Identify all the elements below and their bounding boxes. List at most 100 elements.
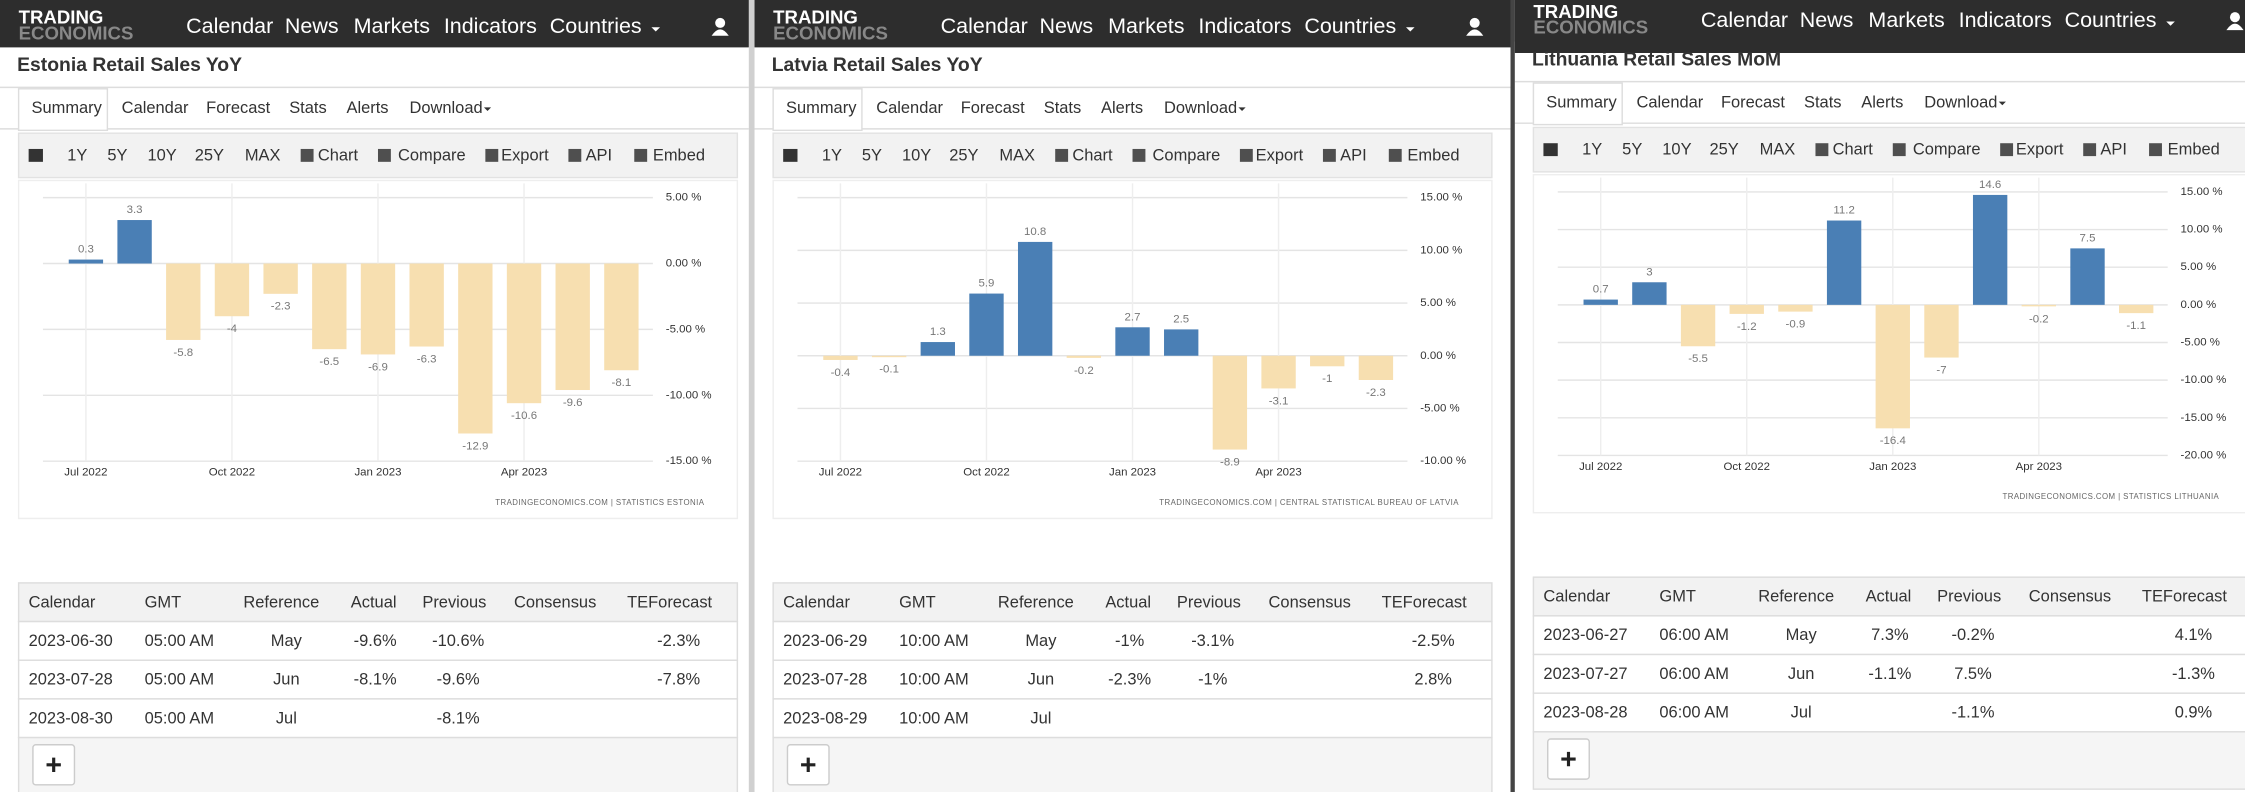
nav-link[interactable]: Indicators (444, 14, 537, 38)
nav-link[interactable]: News (285, 14, 339, 38)
toolbar-button[interactable]: 25Y (195, 146, 224, 164)
toolbar-button[interactable]: 1Y (67, 146, 87, 164)
tab[interactable]: Stats (289, 99, 326, 117)
bar (1680, 304, 1716, 347)
tab[interactable]: Forecast (206, 99, 270, 117)
toolbar-button[interactable]: API (586, 146, 613, 164)
tab[interactable]: Summary (1546, 93, 1617, 111)
toolbar-button[interactable]: Embed (653, 146, 705, 164)
user-icon-body[interactable] (711, 29, 729, 36)
toolbar-button[interactable]: 1Y (822, 146, 842, 164)
nav-link[interactable]: News (1039, 14, 1093, 38)
table-cell: -2.3% (657, 632, 700, 650)
table-cell: 0.9% (2175, 704, 2213, 722)
nav-link[interactable]: Countries (1304, 14, 1396, 38)
user-icon-body[interactable] (1466, 29, 1484, 36)
table-cell: 2023-08-29 (783, 709, 867, 727)
table-cell: Jun (273, 671, 300, 689)
tab[interactable]: Download (409, 99, 482, 117)
nav-link[interactable]: Markets (354, 14, 430, 38)
user-icon-head[interactable] (715, 17, 726, 28)
toolbar-button[interactable]: Embed (2168, 141, 2220, 159)
tab[interactable]: Download (1164, 99, 1237, 117)
y-tick-label: 5.00 % (1420, 297, 1456, 309)
bar (1632, 282, 1667, 305)
toolbar-button[interactable]: 5Y (862, 146, 882, 164)
tab[interactable]: Forecast (1721, 93, 1785, 111)
nav-link[interactable]: Countries (2065, 8, 2157, 32)
toolbar-button[interactable]: API (2100, 141, 2127, 159)
toolbar-button[interactable]: MAX (999, 146, 1035, 164)
tab[interactable]: Calendar (122, 99, 189, 117)
tab[interactable]: Calendar (1637, 93, 1704, 111)
toolbar-icon (2083, 143, 2097, 157)
nav-link[interactable]: Markets (1868, 8, 1944, 32)
toolbar-button[interactable]: 1Y (1582, 141, 1602, 159)
nav-link[interactable]: Calendar (941, 14, 1028, 38)
data-label: 0.3 (78, 244, 94, 256)
table-cell: 10:00 AM (899, 632, 969, 650)
nav-link[interactable]: Markets (1108, 14, 1184, 38)
tab[interactable]: Download (1924, 93, 1997, 111)
tab[interactable]: Summary (31, 99, 102, 117)
data-label: -0.9 (1786, 319, 1806, 331)
data-label: -1.2 (1737, 321, 1757, 333)
nav-caret[interactable] (651, 27, 661, 32)
toolbar-button[interactable]: Export (2016, 141, 2064, 159)
nav-caret[interactable] (1405, 27, 1415, 32)
tab[interactable]: Stats (1044, 99, 1081, 117)
data-label: -10.6 (511, 410, 537, 422)
bar (1017, 241, 1053, 356)
toolbar-button[interactable]: 10Y (902, 146, 931, 164)
table-cell: 2023-06-29 (783, 632, 867, 650)
tab[interactable]: Stats (1804, 93, 1841, 111)
nav-link[interactable]: Indicators (1959, 8, 2052, 32)
toolbar-button[interactable]: Compare (398, 146, 466, 164)
user-icon-head[interactable] (1469, 17, 1480, 28)
toolbar-button[interactable]: Export (501, 146, 549, 164)
toolbar-button[interactable]: Chart (1072, 146, 1113, 164)
tab[interactable]: Forecast (961, 99, 1025, 117)
toolbar-icon (300, 148, 314, 162)
bar (1875, 304, 1910, 429)
y-tick-label: 15.00 % (1420, 192, 1462, 204)
bar (969, 293, 1004, 356)
data-label: -1 (1322, 373, 1332, 385)
tab[interactable]: Alerts (1101, 99, 1143, 117)
y-tick-label: 5.00 % (2181, 261, 2217, 273)
toolbar-button[interactable]: API (1340, 146, 1367, 164)
toolbar-button[interactable]: Compare (1913, 141, 1981, 159)
bar (1778, 304, 1813, 312)
user-icon-body[interactable] (2226, 23, 2244, 31)
toolbar-button[interactable]: MAX (245, 146, 281, 164)
logo-trading: TRADING (19, 7, 104, 28)
data-label: -0.2 (1074, 365, 1094, 377)
toolbar-button[interactable]: Embed (1407, 146, 1459, 164)
data-label: 3 (1646, 266, 1652, 278)
nav-caret[interactable] (2166, 21, 2175, 26)
nav-link[interactable]: News (1800, 8, 1854, 32)
nav-link[interactable]: Indicators (1198, 14, 1291, 38)
nav-link[interactable]: Countries (550, 14, 642, 38)
table-cell: 7.5% (1954, 665, 1992, 683)
toolbar-button[interactable]: 5Y (1622, 141, 1642, 159)
toolbar-button[interactable]: MAX (1760, 141, 1796, 159)
table-header: Consensus (1269, 593, 1351, 611)
toolbar-button[interactable]: Chart (1833, 141, 1874, 159)
tab[interactable]: Alerts (346, 99, 388, 117)
toolbar-button[interactable]: Export (1256, 146, 1304, 164)
toolbar-button[interactable]: 10Y (147, 146, 176, 164)
toolbar-button[interactable]: 25Y (1710, 141, 1739, 159)
toolbar-button[interactable]: 25Y (949, 146, 978, 164)
tab[interactable]: Calendar (876, 99, 943, 117)
nav-link[interactable]: Calendar (186, 14, 273, 38)
tab[interactable]: Alerts (1861, 93, 1903, 111)
table-header: Previous (1177, 593, 1241, 611)
user-icon-head[interactable] (2229, 12, 2240, 23)
tab[interactable]: Summary (786, 99, 857, 117)
toolbar-button[interactable]: 5Y (107, 146, 127, 164)
toolbar-button[interactable]: Chart (318, 146, 359, 164)
toolbar-button[interactable]: Compare (1153, 146, 1221, 164)
toolbar-button[interactable]: 10Y (1662, 141, 1691, 159)
nav-link[interactable]: Calendar (1701, 8, 1788, 32)
